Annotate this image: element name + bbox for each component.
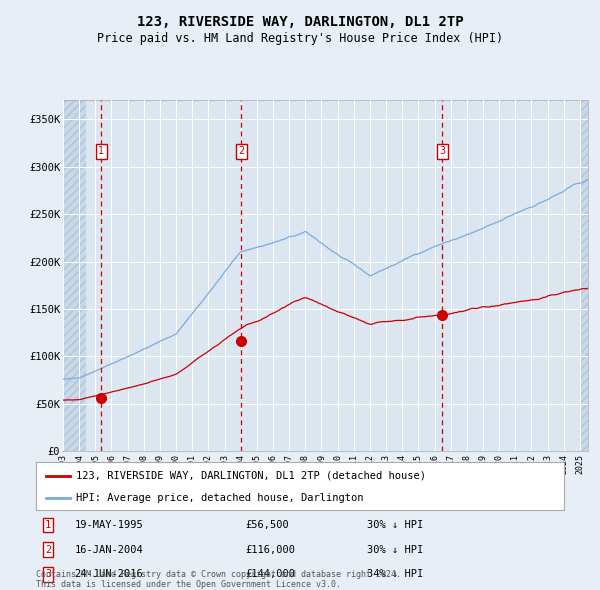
Bar — [580, 100, 588, 451]
Text: 30% ↓ HPI: 30% ↓ HPI — [367, 545, 424, 555]
Text: £56,500: £56,500 — [246, 520, 290, 530]
Text: 3: 3 — [45, 569, 51, 579]
Text: 2: 2 — [238, 146, 244, 156]
Text: 3: 3 — [439, 146, 445, 156]
Text: £116,000: £116,000 — [246, 545, 296, 555]
Text: Price paid vs. HM Land Registry's House Price Index (HPI): Price paid vs. HM Land Registry's House … — [97, 32, 503, 45]
Text: HPI: Average price, detached house, Darlington: HPI: Average price, detached house, Darl… — [76, 493, 363, 503]
Text: £144,000: £144,000 — [246, 569, 296, 579]
Text: 1: 1 — [98, 146, 104, 156]
Text: 19-MAY-1995: 19-MAY-1995 — [74, 520, 143, 530]
Text: 123, RIVERSIDE WAY, DARLINGTON, DL1 2TP (detached house): 123, RIVERSIDE WAY, DARLINGTON, DL1 2TP … — [76, 470, 425, 480]
Text: Contains HM Land Registry data © Crown copyright and database right 2024.
This d: Contains HM Land Registry data © Crown c… — [36, 570, 401, 589]
Text: 1: 1 — [45, 520, 51, 530]
Bar — [63, 100, 86, 451]
Text: 30% ↓ HPI: 30% ↓ HPI — [367, 520, 424, 530]
Text: 16-JAN-2004: 16-JAN-2004 — [74, 545, 143, 555]
Text: 2: 2 — [45, 545, 51, 555]
Text: 123, RIVERSIDE WAY, DARLINGTON, DL1 2TP: 123, RIVERSIDE WAY, DARLINGTON, DL1 2TP — [137, 15, 463, 29]
Text: 34% ↓ HPI: 34% ↓ HPI — [367, 569, 424, 579]
Text: 24-JUN-2016: 24-JUN-2016 — [74, 569, 143, 579]
